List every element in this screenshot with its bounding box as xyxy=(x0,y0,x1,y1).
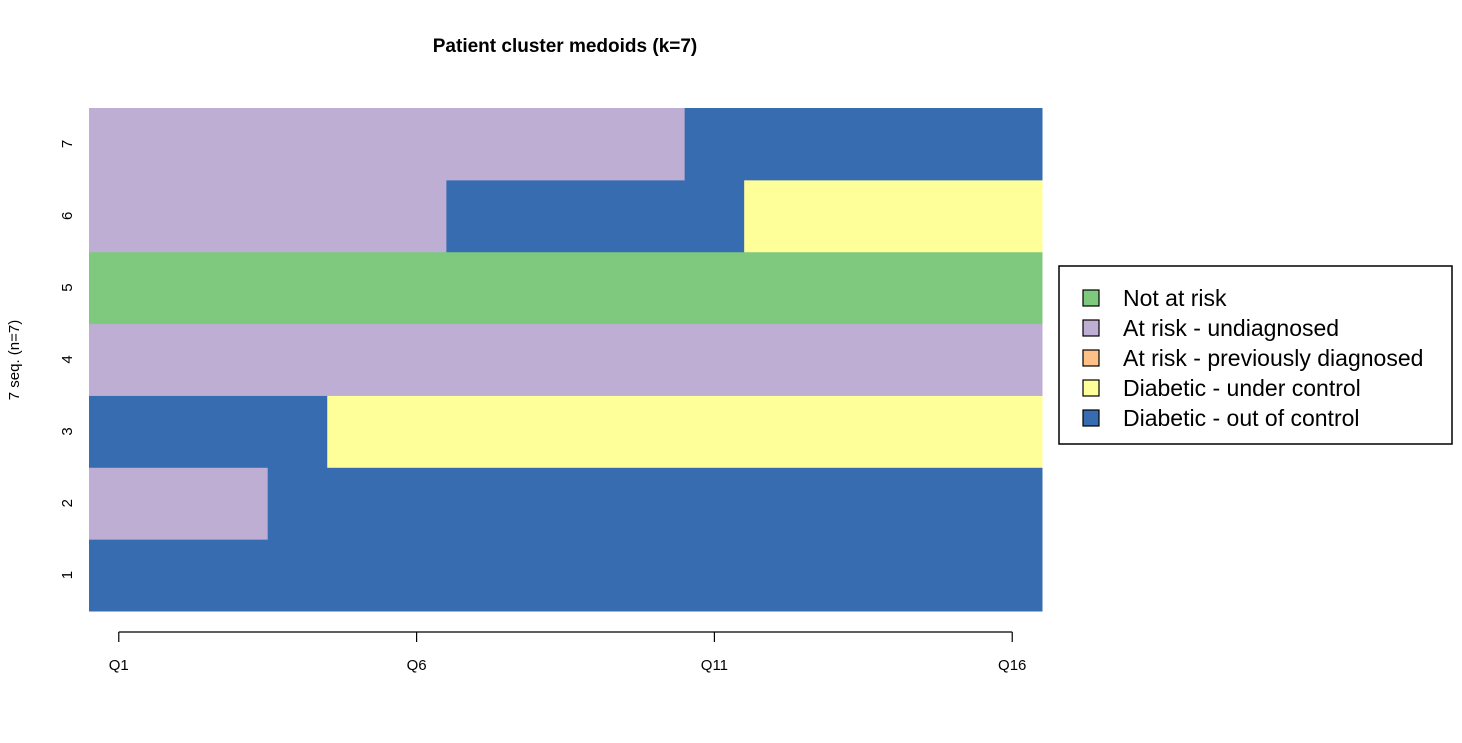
legend-swatch xyxy=(1082,289,1100,307)
legend-label: Not at risk xyxy=(1123,285,1227,311)
x-tick-label: Q6 xyxy=(407,657,427,674)
seq-2-segment xyxy=(267,467,1043,540)
y-axis: 1 2 3 4 5 6 7 xyxy=(59,140,76,580)
seq-1-segment xyxy=(89,539,1043,612)
y-tick-label: 2 xyxy=(59,499,76,507)
seq-3-segment xyxy=(89,395,328,468)
seq-3-segment xyxy=(327,395,1043,468)
y-tick-label: 4 xyxy=(59,355,76,363)
legend-label: Diabetic - out of control xyxy=(1123,405,1360,431)
y-tick-label: 7 xyxy=(59,140,76,148)
seq-5-segment xyxy=(89,251,1043,325)
x-axis: Q1 Q6 Q11 Q16 xyxy=(109,631,1026,674)
legend: Not at risk At risk - undiagnosed At risk … xyxy=(1058,265,1453,445)
seq-6-segment xyxy=(744,179,1043,253)
legend-label: At risk - previously diagnosed xyxy=(1123,345,1423,371)
seq-6-segment xyxy=(89,179,447,253)
legend-swatch xyxy=(1082,319,1100,337)
legend-box xyxy=(1058,265,1453,445)
seq-7-segment xyxy=(89,108,686,181)
legend-swatch xyxy=(1082,379,1100,397)
x-tick-label: Q11 xyxy=(701,657,728,674)
legend-label: Diabetic - under control xyxy=(1123,375,1361,401)
x-tick-label: Q1 xyxy=(109,657,129,674)
y-tick-label: 1 xyxy=(59,571,76,579)
y-tick-label: 3 xyxy=(59,427,76,435)
y-axis-label: 7 seq. (n=7) xyxy=(6,320,23,400)
chart-title: Patient cluster medoids (k=7) xyxy=(433,36,698,57)
legend-swatch xyxy=(1082,349,1100,367)
legend-swatch xyxy=(1082,409,1100,427)
seq-4-segment xyxy=(89,323,1043,396)
seq-7-segment xyxy=(684,108,1043,181)
seq-6-segment xyxy=(446,179,745,253)
sequence-cells xyxy=(89,108,1043,612)
y-tick-label: 6 xyxy=(59,212,76,220)
seq-2-segment xyxy=(89,467,269,540)
y-tick-label: 5 xyxy=(59,283,76,291)
x-tick-label: Q16 xyxy=(998,657,1026,674)
legend-label: At risk - undiagnosed xyxy=(1123,315,1339,341)
